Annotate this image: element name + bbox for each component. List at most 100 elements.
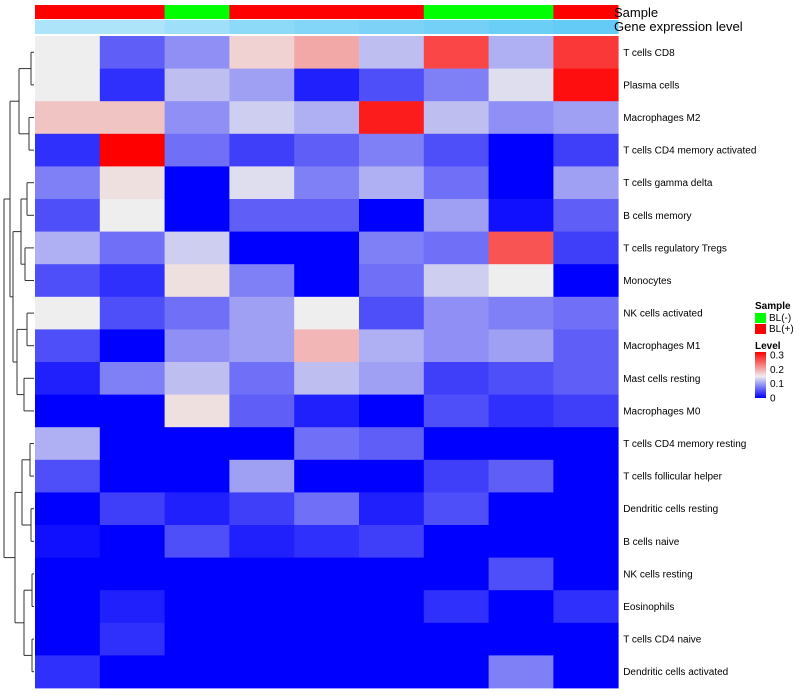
row-label: T cells CD4 memory resting: [623, 439, 746, 450]
heatmap-cell: [553, 655, 619, 689]
heatmap-cell: [35, 296, 101, 330]
heatmap-cell: [164, 68, 230, 102]
heatmap-cell: [423, 622, 489, 656]
heatmap-cell: [553, 133, 619, 167]
heatmap-cell: [553, 459, 619, 493]
heatmap-cell: [35, 492, 101, 526]
heatmap-cell: [294, 622, 360, 656]
heatmap-cell: [423, 557, 489, 591]
heatmap-cell: [35, 264, 101, 298]
heatmap-cell: [164, 36, 230, 69]
heatmap-cell: [99, 590, 165, 624]
heatmap-cell: [488, 394, 554, 428]
heatmap-cell: [423, 492, 489, 526]
heatmap-cell: [423, 36, 489, 69]
heatmap-cell: [294, 362, 360, 395]
heatmap-cell: [488, 166, 554, 200]
row-label: Dendritic cells activated: [623, 667, 728, 678]
heatmap-cell: [294, 166, 360, 200]
sample-annotation-cell: [35, 5, 101, 19]
heatmap-cell: [35, 133, 101, 167]
sample-annotation-label: Sample: [614, 5, 658, 20]
heatmap-cell: [488, 459, 554, 493]
row-label: B cells memory: [623, 211, 691, 222]
heatmap-cell: [294, 329, 360, 363]
heatmap-cell: [35, 622, 101, 656]
heatmap-cell: [294, 394, 360, 428]
expression-annotation-cell: [359, 20, 425, 34]
heatmap-cell: [229, 622, 295, 656]
heatmap-cell: [488, 296, 554, 330]
heatmap-cell: [294, 590, 360, 624]
heatmap-cell: [488, 655, 554, 689]
heatmap-cell: [294, 427, 360, 461]
sample-annotation-cell: [488, 5, 554, 19]
heatmap-cell: [359, 264, 425, 298]
heatmap-cell: [359, 590, 425, 624]
heatmap-cell: [359, 296, 425, 330]
heatmap-cell: [164, 492, 230, 526]
heatmap-cell: [99, 329, 165, 363]
annotation-bars: [35, 5, 619, 34]
heatmap-cell: [164, 166, 230, 200]
heatmap-cell: [488, 492, 554, 526]
row-label: Macrophages M2: [623, 113, 701, 124]
heatmap-cell: [35, 525, 101, 558]
heatmap-cell: [488, 68, 554, 102]
sample-annotation-cell: [553, 5, 619, 19]
heatmap-cell: [423, 199, 489, 232]
row-label: Macrophages M1: [623, 341, 701, 352]
heatmap-cell: [294, 264, 360, 298]
heatmap-cell: [229, 296, 295, 330]
heatmap-cell: [423, 231, 489, 265]
legend-tick-label: 0: [770, 394, 776, 405]
heatmap-cell: [488, 362, 554, 395]
heatmap-cell: [99, 264, 165, 298]
heatmap-cell: [294, 36, 360, 69]
heatmap-cell: [99, 166, 165, 200]
legend-color-bar: [755, 352, 766, 398]
heatmap-cell: [488, 622, 554, 656]
heatmap-cell: [359, 329, 425, 363]
heatmap-cell: [164, 101, 230, 135]
row-label: T cells gamma delta: [623, 178, 713, 189]
heatmap-cell: [229, 362, 295, 395]
heatmap-cell: [488, 36, 554, 69]
heatmap-cell: [359, 36, 425, 69]
heatmap-cell: [359, 655, 425, 689]
heatmap-cell: [35, 557, 101, 591]
heatmap-cell: [99, 199, 165, 232]
heatmap-cell: [423, 101, 489, 135]
heatmap-cell: [553, 101, 619, 135]
heatmap-cell: [99, 362, 165, 395]
row-label: T cells follicular helper: [623, 472, 722, 483]
legend-tick-label: 0.2: [770, 365, 784, 376]
heatmap-cell: [229, 655, 295, 689]
heatmap-cell: [488, 427, 554, 461]
heatmap-cell: [229, 36, 295, 69]
heatmap-cell: [35, 68, 101, 102]
heatmap-cell: [488, 264, 554, 298]
heatmap-cell: [229, 557, 295, 591]
heatmap-cell: [423, 296, 489, 330]
heatmap-cell: [99, 459, 165, 493]
heatmap-cell: [229, 459, 295, 493]
expression-annotation-cell: [294, 20, 360, 34]
heatmap-cell: [553, 329, 619, 363]
heatmap-cell: [294, 68, 360, 102]
row-dendrogram: [3, 51, 34, 673]
heatmap-cell: [553, 231, 619, 265]
heatmap-cell: [488, 133, 554, 167]
heatmap-cell: [164, 427, 230, 461]
heatmap-cell: [229, 590, 295, 624]
heatmap-cell: [423, 68, 489, 102]
heatmap-cell: [229, 199, 295, 232]
heatmap-cell: [359, 525, 425, 558]
heatmap-cell: [553, 427, 619, 461]
heatmap-cell: [423, 525, 489, 558]
heatmap-cell: [553, 557, 619, 591]
heatmap-cell: [164, 525, 230, 558]
heatmap-cell: [164, 557, 230, 591]
expression-annotation-cell: [99, 20, 165, 34]
heatmap-cell: [35, 427, 101, 461]
